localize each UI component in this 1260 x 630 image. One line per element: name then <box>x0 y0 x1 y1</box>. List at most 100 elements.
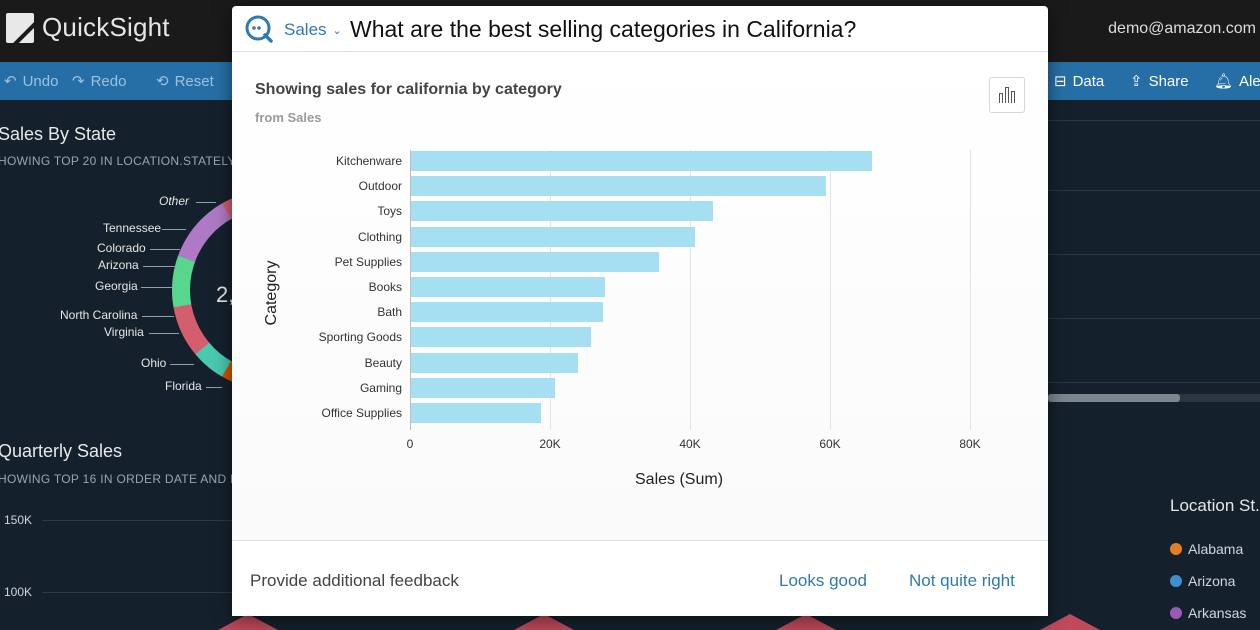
area-peak <box>776 614 836 630</box>
category-label: Books <box>368 280 402 294</box>
data-icon: ⊟ <box>1054 73 1067 90</box>
redo-icon: ↷ <box>72 73 85 90</box>
legend-dot-icon <box>1170 543 1182 555</box>
donut-label: Georgia <box>95 279 138 293</box>
category-label: Clothing <box>357 229 402 244</box>
leader-line <box>170 364 194 365</box>
row-divider <box>1048 120 1260 121</box>
bar-clothing[interactable] <box>411 226 695 247</box>
legend-item[interactable]: Alabama <box>1170 541 1243 557</box>
alerts-button[interactable]: 🔔︎ Ale <box>1214 72 1260 91</box>
donut-label: Colorado <box>97 241 146 255</box>
legend-title: Location St. <box>1170 496 1260 515</box>
gridline <box>42 592 232 593</box>
bar-books[interactable] <box>411 277 605 297</box>
bar-office-supplies[interactable] <box>411 403 541 423</box>
category-label: Sporting Goods <box>318 330 402 345</box>
leader-line <box>196 202 216 203</box>
q-logo-icon <box>245 15 273 43</box>
app-logo[interactable]: QuickSight <box>6 12 170 43</box>
bar-kitchenware[interactable] <box>411 151 872 171</box>
donut-label: Florida <box>165 379 202 393</box>
undo-icon: ↶ <box>4 73 17 90</box>
sales-by-category-chart: Sales (Sum) Category 0 20K 40K 60K 80K Kitche… <box>232 53 1048 540</box>
category-label: Gaming <box>359 380 402 395</box>
bar-outdoor[interactable] <box>411 176 827 197</box>
category-label: Toys <box>377 204 402 219</box>
feedback-prompt[interactable]: Provide additional feedback <box>250 571 459 590</box>
answer-title: Showing sales for california by category <box>255 81 562 98</box>
reset-icon: ⟲ <box>156 73 169 90</box>
legend-dot-icon <box>1170 575 1182 587</box>
area-peak <box>1040 614 1100 630</box>
category-label: Pet Supplies <box>334 254 402 269</box>
row-divider <box>1048 318 1260 319</box>
legend-item[interactable]: Arizona <box>1170 573 1235 589</box>
bar-gaming[interactable] <box>411 377 555 398</box>
visual-subtitle-sales-by-state: HOWING TOP 20 IN LOCATION.STATELY FI <box>0 154 251 168</box>
bar-toys[interactable] <box>411 201 714 222</box>
donut-label: Virginia <box>104 325 144 339</box>
question-input[interactable]: What are the best selling categories in … <box>350 16 857 42</box>
x-tick-label: 40K <box>679 437 701 451</box>
answer-card: Showing sales for california by category… <box>232 53 1048 540</box>
leader-line <box>150 249 180 250</box>
bar-sporting-goods[interactable] <box>411 327 591 348</box>
bell-icon: 🔔︎ <box>1214 73 1234 90</box>
donut-label: Tennessee <box>103 221 162 235</box>
x-tick-label: 20K <box>539 437 561 451</box>
donut-label: North Carolina <box>60 308 138 322</box>
bar-chart-icon <box>1011 91 1015 103</box>
visual-subtitle-quarterly-sales: HOWING TOP 16 IN ORDER DATE AND BOT <box>0 472 256 486</box>
leader-line <box>162 229 186 230</box>
category-label: Kitchenware <box>335 154 402 168</box>
donut-label: Other <box>159 194 190 208</box>
x-gridline <box>970 150 971 430</box>
feedback-bar: Provide additional feedback Looks good N… <box>232 540 1048 616</box>
change-visual-button[interactable] <box>989 77 1025 113</box>
bar-bath[interactable] <box>411 302 603 323</box>
bar-beauty[interactable] <box>411 352 579 373</box>
share-button[interactable]: ⇪ Share <box>1130 72 1189 91</box>
leader-line <box>206 387 222 388</box>
row-divider <box>1048 254 1260 255</box>
category-label: Office Supplies <box>321 406 403 420</box>
redo-button[interactable]: ↷ Redo <box>72 72 127 91</box>
category-label: Bath <box>377 305 402 320</box>
category-label: Outdoor <box>358 179 402 194</box>
horizontal-scrollbar[interactable] <box>1048 394 1260 402</box>
topic-selector[interactable]: Sales ⌄ <box>284 20 342 39</box>
reset-button[interactable]: ⟲ Reset <box>156 72 214 91</box>
leader-line <box>142 316 174 317</box>
y-tick-label: 150K <box>4 513 33 527</box>
row-divider <box>1048 382 1260 383</box>
legend-item[interactable]: Arkansas <box>1170 605 1246 621</box>
x-tick-label: 80K <box>959 437 981 451</box>
looks-good-button[interactable]: Looks good <box>779 571 867 590</box>
bar-pet-supplies[interactable] <box>411 251 659 272</box>
bar-chart-icon <box>999 93 1003 103</box>
area-peak <box>514 614 574 630</box>
not-quite-right-button[interactable]: Not quite right <box>909 571 1015 590</box>
donut-label: Arizona <box>98 258 139 272</box>
visual-title-sales-by-state: Sales By State <box>0 124 117 144</box>
user-menu[interactable]: demo@amazon.com <box>1108 20 1256 37</box>
visual-title-quarterly-sales: Quarterly Sales <box>0 441 123 461</box>
scrollbar-thumb[interactable] <box>1048 394 1180 402</box>
q-search-bar: Sales ⌄ What are the best selling catego… <box>232 6 1048 52</box>
x-tick-label: 60K <box>819 437 841 451</box>
data-button[interactable]: ⊟ Data <box>1054 72 1105 91</box>
row-divider <box>1048 190 1260 191</box>
leader-line <box>149 333 179 334</box>
x-gridline <box>830 150 831 430</box>
category-label: Beauty <box>364 355 402 370</box>
y-axis-line <box>410 150 411 430</box>
share-icon: ⇪ <box>1130 73 1143 90</box>
y-axis-title: Category <box>263 260 280 326</box>
chevron-down-icon: ⌄ <box>332 24 342 37</box>
gridline <box>42 520 232 521</box>
bar-chart-icon <box>1005 87 1009 103</box>
answer-subtitle: from Sales <box>255 110 322 125</box>
undo-button[interactable]: ↶ Undo <box>4 72 59 91</box>
x-tick-label: 0 <box>406 437 414 451</box>
